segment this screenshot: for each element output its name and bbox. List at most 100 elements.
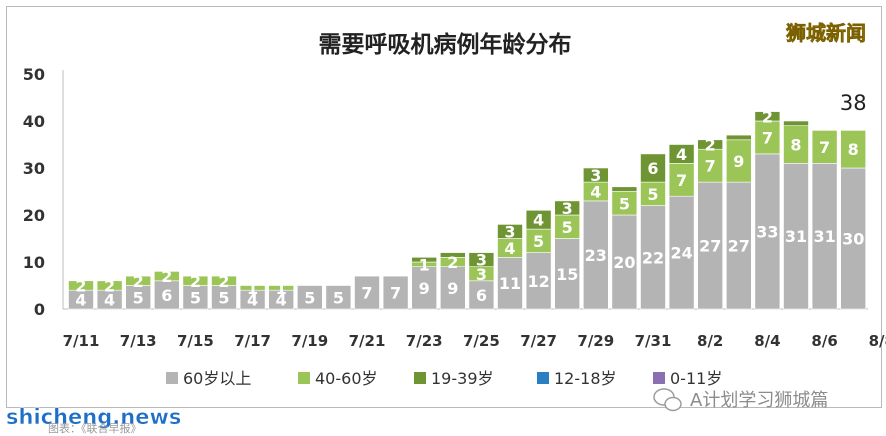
legend-item-40-60: 40-60岁 [298,369,378,388]
bar-40-60-7-11 [68,280,94,291]
data-label: 9 [419,279,430,298]
total-annotation: 38 [840,91,867,115]
legend: 60岁以上 40-60岁 19-39岁 12-18岁 0-11岁 [166,369,722,388]
bar-19-39-8-3 [725,134,752,141]
data-label: 5 [133,288,144,307]
bar-40-60-8-4 [754,120,781,155]
bar-40-60-7-12 [96,280,123,291]
bar-60-8-2 [697,181,724,310]
data-label: 15 [556,265,578,284]
legend-label: 19-39岁 [431,369,494,388]
bar-60-7-23 [411,266,438,310]
data-label: 3 [562,199,573,218]
data-label: 6 [647,159,658,178]
data-label: 24 [670,244,692,263]
bar-40-60-7-13 [125,275,151,286]
bar-40-60-7-18 [268,285,295,291]
bar-19-39-7-24 [439,252,466,258]
data-label: 2 [762,107,773,126]
bar-60-7-29 [582,200,609,310]
data-label: 27 [699,237,721,256]
x-tick-label: 7/13 [120,332,157,350]
bar-60-7-14 [154,280,180,310]
data-label: 31 [785,227,807,246]
bar-40-60-8-2 [697,148,724,183]
x-tick-label: 8/4 [754,332,780,350]
data-label: 2 [104,277,115,296]
x-tick-label: 7/17 [234,332,271,350]
data-label: 22 [642,248,664,267]
y-tick-label: 0 [34,300,45,319]
data-label: 4 [504,239,515,258]
bar-40-60-8-7 [840,130,867,169]
data-label: 4 [533,211,544,230]
data-label: 5 [562,218,573,237]
bar-40-60-8-5 [783,125,809,164]
y-tick-label: 10 [23,253,45,272]
bar-19-39-7-23 [411,256,438,263]
data-label: 4 [590,183,601,202]
watermark-top-right: 狮城新闻 [786,21,866,45]
x-tick-label: 7/27 [520,332,557,350]
watermark-bottom-right: A计划学习狮城篇 [690,390,828,411]
bar-19-39-7-31 [640,153,666,183]
data-label: 20 [613,253,635,272]
data-label: 5 [533,232,544,251]
source-note: 图表：《联合早报》 [48,421,142,435]
bar-60-7-22 [382,275,409,310]
data-label: 1 [419,255,430,274]
x-tick-label: 7/29 [577,332,614,350]
y-tick-label: 40 [23,112,45,131]
bar-60-7-20 [325,285,352,310]
data-label: 8 [790,136,801,155]
legend-item-0-11: 0-11岁 [653,369,722,388]
y-tick-label: 30 [23,159,45,178]
data-label: 5 [647,185,658,204]
bar-19-39-8-4 [754,111,781,122]
legend-swatch [653,372,665,384]
data-label: 4 [75,291,86,310]
bar-60-7-28 [554,238,581,310]
legend-swatch [166,372,178,384]
legend-swatch [537,372,549,384]
data-label: 3 [476,251,487,270]
bar-60-8-6 [811,163,838,310]
data-label: 6 [161,286,172,305]
data-label: 4 [676,145,687,164]
bar-19-39-8-5 [783,120,809,126]
x-tick-label: 7/11 [63,332,100,350]
bar-40-60-8-1 [668,163,695,197]
data-label: 2 [75,277,86,296]
data-label: 30 [842,230,864,249]
data-label: 5 [218,288,229,307]
bar-19-39-7-28 [554,200,581,216]
data-label: 5 [190,288,201,307]
data-label: 2 [133,272,144,291]
x-tick-label: 8/2 [697,332,723,350]
bar-60-7-30 [611,214,638,310]
data-label: 3 [590,166,601,185]
data-label: 1 [247,279,258,298]
data-label: 11 [499,274,521,293]
data-label: 9 [733,152,744,171]
legend-swatch [414,372,426,384]
x-tick-label: 7/31 [635,332,672,350]
watermark-bottom-left: shicheng.news [6,405,181,429]
data-label: 33 [756,222,778,241]
data-label: 7 [676,171,687,190]
data-label: 31 [813,227,835,246]
plot-area: 0 10 20 30 40 50 7/11 7/13 7/15 7/17 7/19 7/21 7/23 7… [23,65,886,350]
bar-40-60-7-17 [239,285,266,291]
data-label: 3 [476,265,487,284]
data-label: 7 [705,157,716,176]
x-tick-label: 7/23 [406,332,443,350]
data-label: 2 [190,272,201,291]
y-tick-label: 50 [23,65,45,84]
x-tick-label: 7/21 [349,332,386,350]
bar-60-8-7 [840,167,867,310]
data-label: 4 [276,291,287,310]
x-tick-label: 8/8 [869,332,886,350]
bar-19-39-8-2 [697,139,724,150]
bar-60-7-19 [296,285,323,310]
data-label: 2 [705,136,716,155]
